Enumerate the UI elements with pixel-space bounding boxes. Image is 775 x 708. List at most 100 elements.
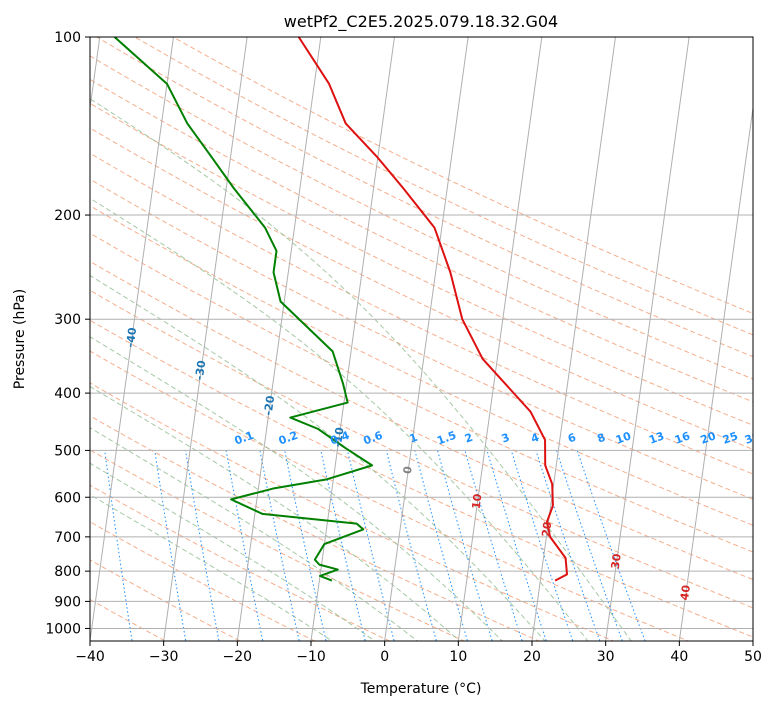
x-tick-label: −20 (223, 649, 253, 665)
moist-adiabat-line (90, 385, 461, 641)
mixing-ratio-label: 1.5 (435, 429, 458, 448)
dry-adiabat-line (90, 102, 753, 426)
plot-area: -100-90-80-70-60-50-40-30-20-10010203040… (0, 37, 762, 648)
y-tick-label: 100 (54, 30, 81, 46)
isotherm-line (752, 637, 753, 641)
x-axis-label: Temperature (°C) (360, 681, 482, 697)
isotherms (90, 37, 753, 641)
mixing-ratio-label: 0.1 (233, 429, 256, 448)
dry-adiabat-line (90, 319, 753, 638)
moist-adiabat-line (90, 494, 333, 641)
y-axis-label: Pressure (hPa) (12, 289, 28, 389)
isotherm-label: 20 (539, 520, 554, 537)
isotherm-line (90, 37, 174, 641)
mixing-ratio-line (464, 450, 523, 641)
isotherm-line (384, 37, 469, 641)
mixing-ratio-label: 0.2 (277, 429, 300, 448)
x-tick-label: 20 (523, 649, 541, 665)
dry-adiabat-line (90, 289, 753, 609)
y-tick-label: 300 (54, 312, 81, 328)
x-tick-label: 50 (744, 649, 762, 665)
mixing-ratio-line (385, 450, 437, 641)
mixing-ratio-line (535, 450, 601, 641)
dry-adiabat-line (90, 521, 316, 641)
y-tick-label: 800 (54, 564, 81, 580)
x-tick-label: 30 (597, 649, 615, 665)
isotherm-label: -50 (55, 288, 71, 310)
isotherm-line (236, 37, 322, 641)
annotations: -100-90-80-70-60-50-40-30-20-10010203040… (0, 240, 762, 601)
x-axis-ticks: −40 −30 −20 −10 0 10 20 30 40 50 (75, 641, 762, 665)
plot-frame (89, 36, 754, 642)
dry-adiabat-line (95, 37, 753, 358)
y-axis-ticks: 100 200 300 400 500 600 700 800 900 1000 (45, 30, 90, 637)
dry-adiabats (90, 37, 753, 641)
profiles (113, 37, 568, 582)
mixing-ratio-label: 10 (614, 429, 633, 447)
moist-adiabat-line (90, 274, 546, 641)
isotherm-line (457, 37, 543, 641)
mixing-ratio-line (320, 450, 366, 641)
y-tick-label: 500 (54, 443, 81, 459)
isotherm-label: 0 (401, 465, 415, 475)
isotherm-label: 30 (609, 552, 624, 569)
dry-adiabat-line (90, 78, 753, 403)
mixing-ratio-line (259, 450, 300, 641)
moist-adiabat-line (90, 336, 503, 641)
mixing-ratio-label: 30 (743, 429, 762, 447)
mixing-ratio-line (556, 450, 623, 641)
mixing-ratio-line (576, 450, 646, 641)
moist-adiabat-line (90, 427, 419, 641)
dry-adiabat-line (90, 232, 753, 553)
isotherm-label: 40 (678, 584, 693, 601)
mixing-ratio-label: 25 (721, 429, 740, 446)
mixing-ratio-label: 16 (673, 429, 692, 447)
x-tick-label: 10 (449, 649, 467, 665)
x-tick-label: 0 (380, 649, 389, 665)
isotherm-line (605, 37, 690, 641)
isobars (90, 37, 753, 629)
dry-adiabat-line (90, 449, 466, 641)
mixing-ratio-label: 3 (500, 431, 512, 446)
moist-adiabat-line (90, 98, 632, 641)
x-tick-label: −10 (296, 649, 326, 665)
mixing-ratio-line (486, 450, 547, 641)
mixing-ratio-line (225, 450, 264, 641)
dry-adiabat-line (90, 127, 753, 450)
isotherm-label: -10 (331, 426, 347, 448)
y-tick-label: 700 (54, 530, 81, 546)
isotherm-line (531, 37, 616, 641)
mixing-ratio-label: 20 (699, 429, 718, 447)
dry-adiabat-line (90, 382, 615, 641)
mixing-ratio-line (58, 450, 83, 648)
mixing-ratio-label: 6 (566, 431, 578, 446)
y-tick-label: 400 (54, 386, 81, 402)
mixing-ratio-label: 1 (408, 431, 420, 446)
temperature-profile (297, 37, 568, 582)
y-tick-label: 200 (54, 208, 81, 224)
mixing-ratio-lines (58, 450, 646, 648)
mixing-ratio-label: 0.6 (362, 429, 385, 448)
x-tick-label: −40 (75, 649, 105, 665)
x-tick-label: 40 (670, 649, 688, 665)
isotherm-label: -40 (124, 326, 140, 348)
y-tick-label: 900 (54, 594, 81, 610)
isotherm-label: -20 (262, 394, 278, 416)
mixing-ratio-line (185, 450, 220, 641)
mixing-ratio-line (510, 450, 574, 641)
mixing-ratio-line (346, 450, 395, 641)
y-tick-label: 1000 (45, 621, 81, 637)
mixing-ratio-line (104, 450, 133, 641)
dry-adiabat-line (90, 55, 753, 380)
x-tick-label: −30 (149, 649, 179, 665)
isotherm-label: -60 (0, 240, 4, 262)
dry-adiabat-line (90, 260, 753, 581)
isotherm-line (678, 104, 753, 641)
y-tick-label: 600 (54, 490, 81, 506)
isotherm-label: -30 (193, 359, 209, 381)
mixing-ratio-label: 13 (647, 429, 666, 446)
dewpoint-profile (113, 37, 374, 582)
dry-adiabat-line (90, 152, 753, 475)
dry-adiabat-line (90, 205, 753, 526)
